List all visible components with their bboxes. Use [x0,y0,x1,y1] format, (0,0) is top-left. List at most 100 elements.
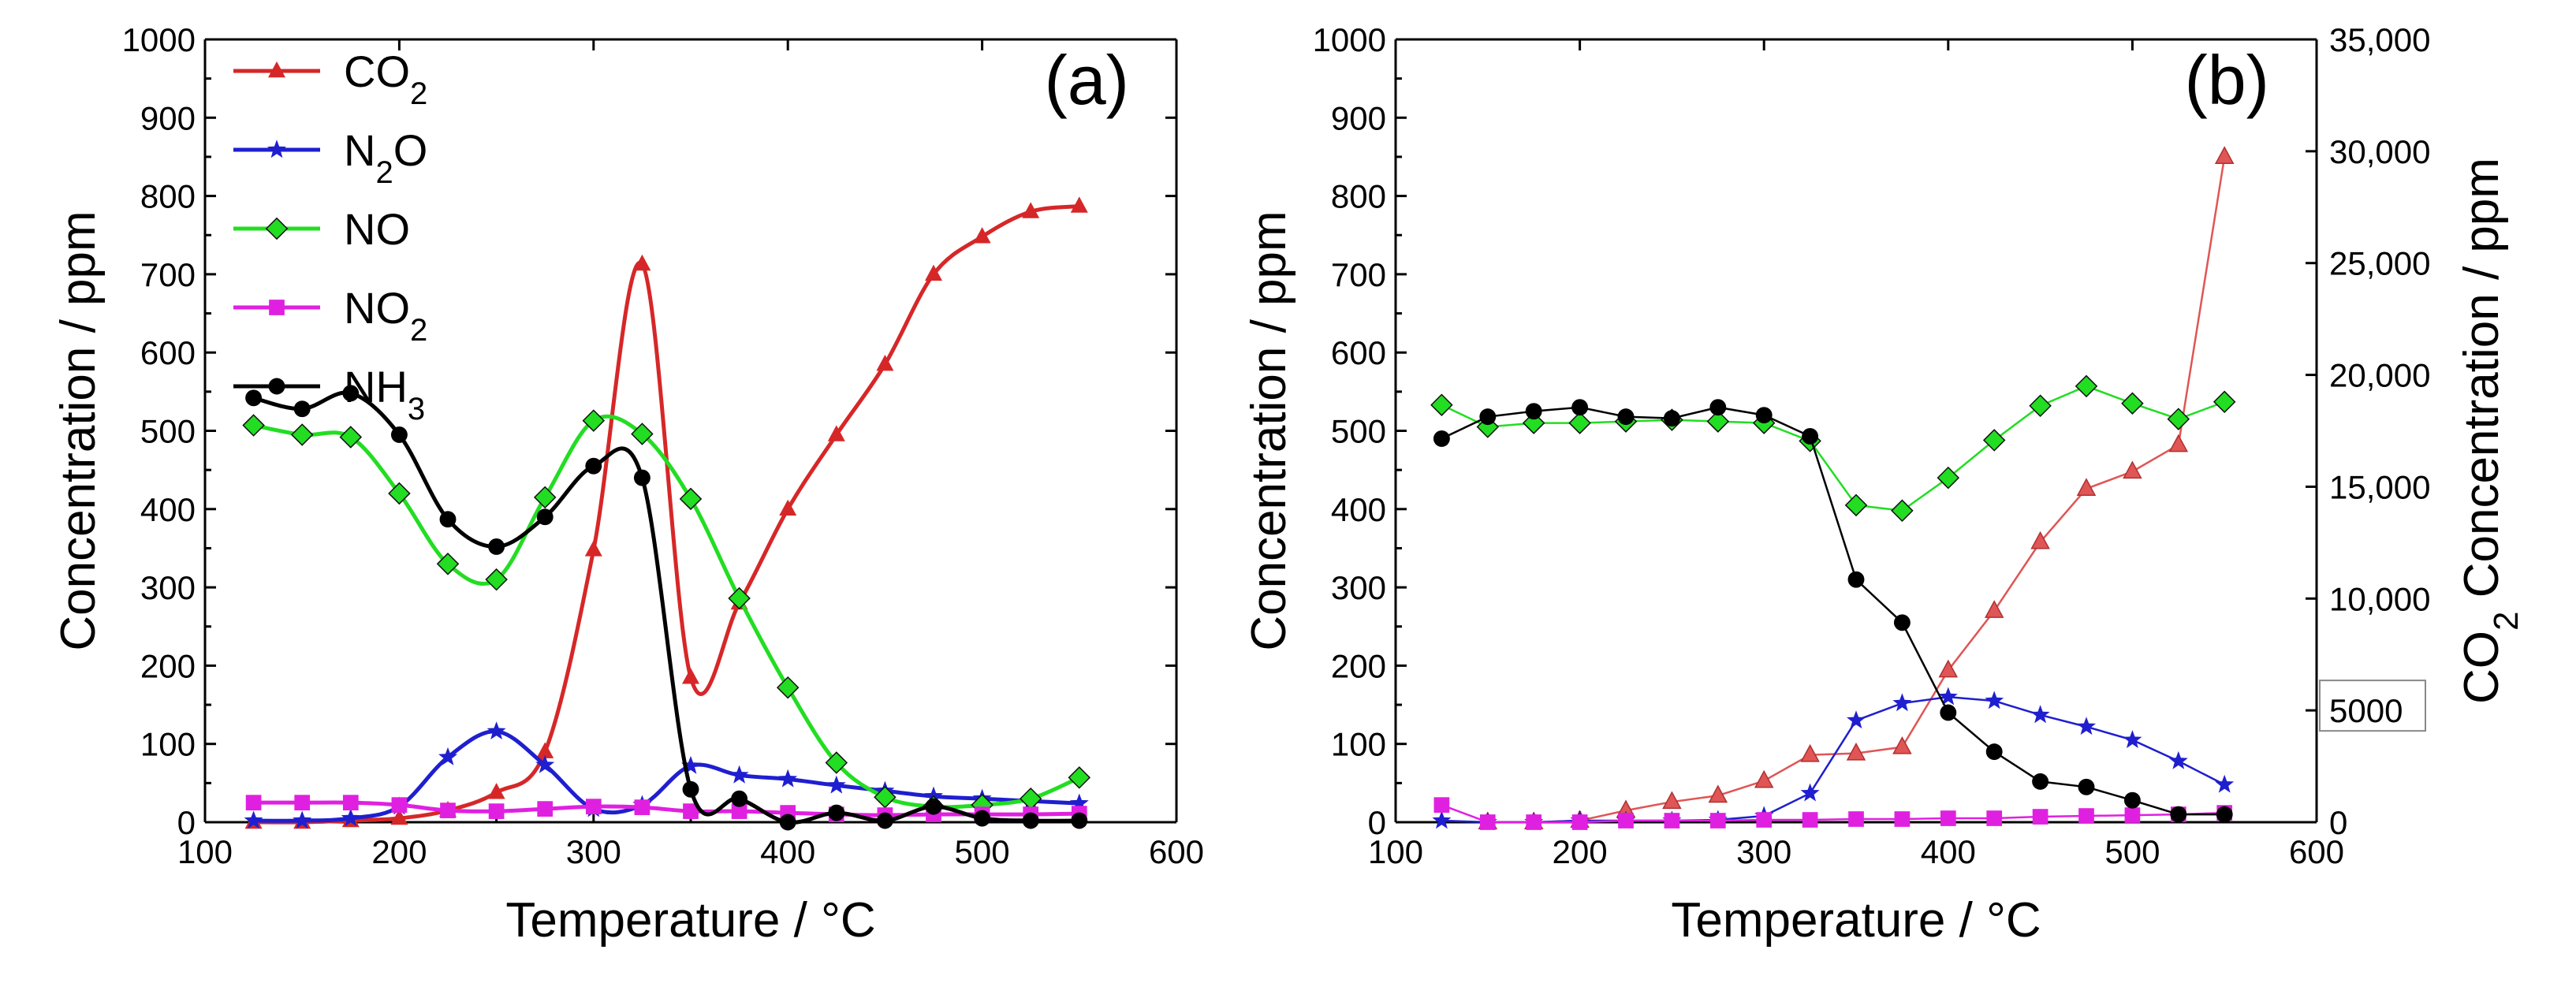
data-point-no [2167,408,2190,430]
legend-item-nh3: NH3 [233,362,425,426]
legend-label-main: NO [344,283,410,333]
data-point-no2 [1526,814,1542,830]
y-tick-label: 800 [140,178,196,215]
y2-tick-label-box [2319,680,2426,732]
data-point-co2 [390,808,408,825]
data-point-co2 [1070,196,1088,213]
data-point-n2o [1892,693,1912,712]
data-point-n2o [681,755,700,774]
data-point-no [436,553,460,575]
data-point-n2o [1938,687,1958,706]
data-point-no2 [2078,808,2094,824]
x-tick-label: 200 [1553,833,1608,870]
data-point-no [1068,766,1091,789]
data-point-no [2213,390,2236,414]
legend-swatch-marker [269,300,285,315]
data-point-no [242,414,265,437]
data-point-nh3 [974,810,991,827]
legend-label-sub: 3 [408,392,425,426]
data-point-no2 [391,797,408,814]
y2-tick-label: 20,000 [2329,357,2430,394]
data-point-nh3 [342,385,360,402]
data-point-nh3 [925,798,942,815]
data-point-no2 [1709,813,1726,829]
chart-panel-b: 100 200 300 400 500 6000100200300400500600700… [1242,21,2526,948]
data-point-co2 [2030,531,2050,549]
series-no2 [1433,797,2233,830]
legend-label: NH3 [344,362,425,426]
data-point-co2 [536,742,554,758]
y2-tick-label: 30,000 [2329,133,2430,170]
data-point-n2o [341,808,360,827]
y-tick-label: 300 [1331,569,1386,606]
data-point-co2 [1022,202,1040,218]
data-point-no [1568,411,1591,434]
legend-label: NO2 [344,283,427,348]
series-n2o [1432,687,2235,831]
y-tick-label: 400 [1331,491,1386,528]
data-point-nh3 [585,457,602,475]
legend-label-sub: 2 [410,76,427,111]
legend-label: CO2 [344,47,427,111]
data-point-no [1844,493,1868,517]
data-point-nh3 [1663,410,1680,427]
data-point-nh3 [1071,812,1088,829]
data-point-n2o [2077,717,2096,735]
data-point-no2 [1940,810,1956,826]
data-point-nh3 [2078,778,2095,795]
legend-label-tail: O [393,125,428,175]
y2-tick-label: 35,000 [2329,21,2430,58]
data-point-no [1706,410,1730,433]
y-tick-label: 1000 [122,21,196,58]
data-point-no2 [342,795,359,811]
legend-swatch-marker [267,140,286,158]
data-point-no2 [537,801,554,817]
legend-item-no2: NO2 [233,283,427,348]
data-point-nh3 [293,400,311,418]
y-tick-label: 0 [1368,804,1386,841]
data-point-n2o [1985,691,2004,709]
data-point-n2o [535,754,555,773]
data-point-nh3 [1525,403,1542,420]
legend-swatch-marker [268,378,285,395]
legend-label-sub: 2 [410,313,427,348]
x-axis-title: Temperature / °C [1671,893,2041,948]
y-tick-label: 100 [140,726,196,763]
x-tick-label: 300 [1736,833,1791,870]
legend-label-main: N [344,125,375,175]
data-point-no [533,486,557,509]
series-line-n2o [1441,695,2225,824]
data-point-nh3 [1433,430,1450,447]
data-point-co2 [1708,784,1728,803]
data-point-no2 [634,799,651,815]
x-tick-label: 400 [760,833,815,870]
data-point-no [776,676,800,699]
y-tick-label: 300 [140,569,196,606]
legend-label-sub: 2 [375,155,393,190]
x-tick-label: 100 [177,833,233,870]
legend-item-no: NO [233,204,410,254]
data-point-no [485,568,508,591]
data-point-co2 [973,227,991,244]
legend-item-n2o: N2O [233,125,427,190]
series-no2 [245,795,1087,823]
legend-swatch-marker [265,217,289,240]
data-point-no [631,423,654,445]
y-tick-label: 600 [140,334,196,371]
legend-swatch-marker [268,61,285,78]
data-point-no [1891,499,1914,523]
data-point-no2 [1756,812,1773,828]
data-point-no [1522,411,1545,434]
data-point-nh3 [1709,399,1727,416]
y-tick-label: 200 [1331,647,1386,684]
data-point-nh3 [1571,399,1589,416]
data-point-no [1430,393,1453,416]
data-point-co2 [633,254,651,271]
data-point-nh3 [1479,408,1497,426]
data-point-n2o [2123,730,2142,748]
y-tick-label: 1000 [1313,21,1386,58]
y-axis-title: Concentration / ppm [1242,210,1296,650]
data-point-co2 [584,540,602,557]
data-point-no2 [440,802,456,818]
